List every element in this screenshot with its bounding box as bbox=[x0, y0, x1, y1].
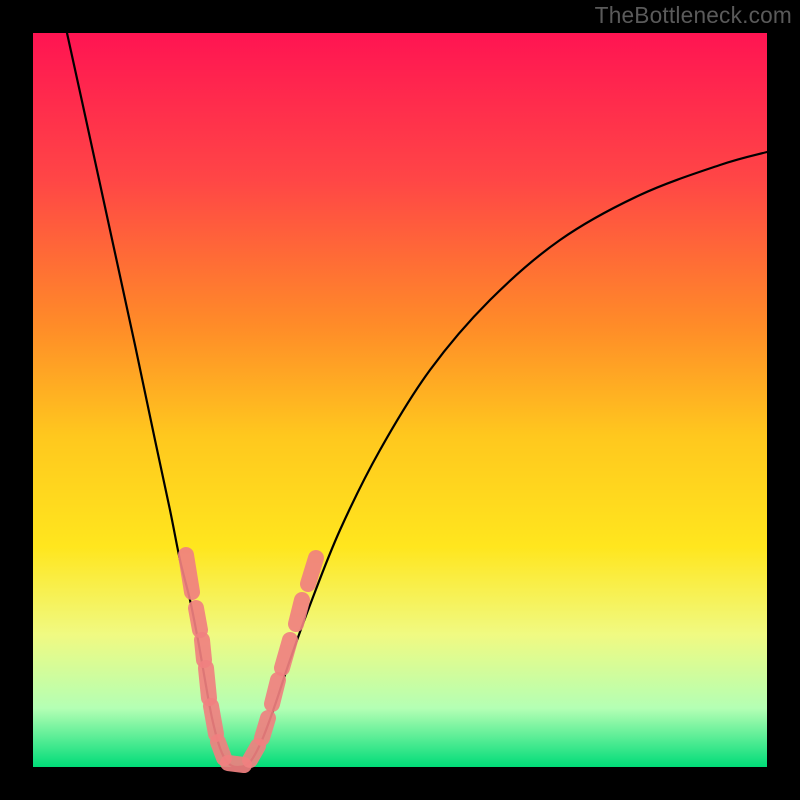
marker-capsule bbox=[202, 640, 204, 660]
marker-capsule bbox=[196, 608, 200, 630]
marker-capsule bbox=[308, 558, 316, 584]
bottleneck-chart: TheBottleneck.com bbox=[0, 0, 800, 800]
marker-capsule bbox=[211, 706, 216, 734]
marker-capsule bbox=[228, 763, 244, 765]
marker-capsule bbox=[186, 555, 192, 592]
marker-capsule bbox=[250, 746, 258, 760]
marker-capsule bbox=[218, 742, 224, 758]
watermark-text: TheBottleneck.com bbox=[595, 2, 792, 29]
marker-capsule bbox=[282, 640, 290, 668]
marker-capsule bbox=[262, 718, 268, 738]
marker-capsule bbox=[206, 668, 209, 698]
plot-area bbox=[33, 33, 767, 767]
marker-capsule bbox=[272, 680, 278, 704]
chart-svg bbox=[0, 0, 800, 800]
marker-capsule bbox=[296, 600, 302, 624]
